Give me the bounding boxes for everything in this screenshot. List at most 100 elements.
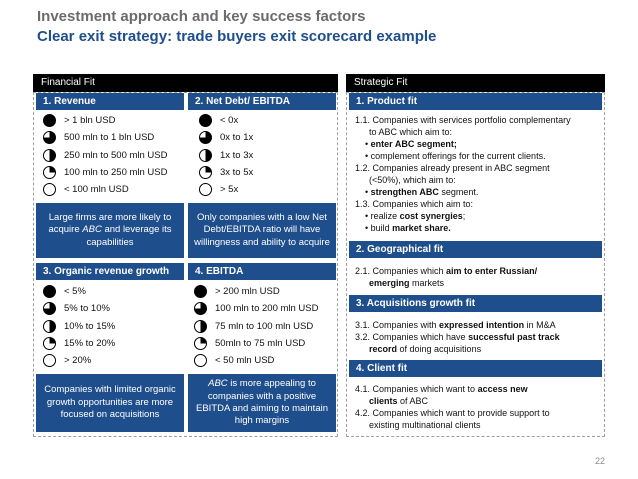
revenue-header: 1. Revenue [36,93,184,110]
acquisitions-fit-line: 3.1. Companies with expressed intention … [355,320,556,330]
net-debt-item: 1x to 3x [199,146,253,164]
product-fit-line: 1.2. Companies already present in ABC se… [355,163,550,173]
net-debt-item: < 0x [199,111,238,129]
product-fit-header: 1. Product fit [349,93,602,110]
revenue-item-label: 100 mln to 250 mln USD [64,166,168,178]
three-quarter-circle-icon [43,130,56,144]
organic-growth-item: 10% to 15% [43,317,115,335]
full-circle-icon [194,284,207,298]
net-debt-note-text: Only companies with a low Net Debt/EBITD… [194,211,330,248]
full-circle-icon [199,113,212,127]
geo-fit-text: 2.1. Companies which aim to enter Russia… [355,265,600,289]
half-circle-icon [43,319,56,333]
product-fit-line: 1.1. Companies with services portfolio c… [355,115,571,125]
ebitda-item-label: 50mln to 75 mln USD [215,337,306,349]
net-debt-header: 2. Net Debt/ EBITDA [188,93,336,110]
organic-growth-header: 3. Organic revenue growth [36,263,184,280]
product-fit-line: • enter ABC segment; [365,139,457,149]
empty-circle-icon [43,353,56,367]
geo-fit-header-label: 2. Geographical fit [356,244,444,255]
ebitda-item: > 200 mln USD [194,282,280,300]
financial-fit-label: Financial Fit [41,77,95,88]
revenue-item-label: 500 mln to 1 bln USD [64,131,155,143]
client-fit-line: existing multinational clients [369,420,481,430]
revenue-item: 250 mln to 500 mln USD [43,146,168,164]
net-debt-item: 3x to 5x [199,163,253,181]
organic-growth-item: 5% to 10% [43,299,110,317]
ebitda-item: 75 mln to 100 mln USD [194,317,313,335]
ebitda-item-label: > 200 mln USD [215,285,280,297]
revenue-header-label: 1. Revenue [43,96,96,107]
quarter-circle-icon [43,165,56,179]
product-fit-line: • complement offerings for the current c… [365,151,546,161]
quarter-circle-icon [199,165,212,179]
client-fit-line: 4.2. Companies which want to provide sup… [355,408,550,418]
client-fit-line: 4.1. Companies which want to access new [355,384,528,394]
acquisitions-fit-header-label: 3. Acquisitions growth fit [356,298,476,309]
product-fit-line: • realize cost synergies; [365,211,466,221]
ebitda-item: 50mln to 75 mln USD [194,334,305,352]
organic-growth-item-label: > 20% [64,354,92,366]
ebitda-note-text: ABC is more appealing to companies with … [195,378,328,427]
three-quarter-circle-icon [43,301,56,315]
geo-fit-line: emerging markets [369,278,445,288]
half-circle-icon [199,148,212,162]
organic-growth-item-label: < 5% [64,285,86,297]
acquisitions-fit-line: record of doing acquisitions [369,344,482,354]
full-circle-icon [43,113,56,127]
three-quarter-circle-icon [194,301,207,315]
organic-growth-note: Companies with limited organic growth op… [36,374,184,432]
revenue-item: 500 mln to 1 bln USD [43,128,154,146]
ebitda-header: 4. EBITDA [188,263,336,280]
revenue-note: Large firms are more likely to acquire A… [36,203,184,258]
revenue-item-label: 250 mln to 500 mln USD [64,149,168,161]
financial-fit-panel [33,92,338,437]
acquisitions-fit-text: 3.1. Companies with expressed intention … [355,319,600,355]
revenue-item: > 1 bln USD [43,111,116,129]
net-debt-item-label: 3x to 5x [220,166,254,178]
half-circle-icon [43,148,56,162]
half-circle-icon [194,319,207,333]
net-debt-header-label: 2. Net Debt/ EBITDA [195,96,291,107]
net-debt-note: Only companies with a low Net Debt/EBITD… [188,203,336,258]
client-fit-text: 4.1. Companies which want to access new … [355,383,600,431]
empty-circle-icon [194,353,207,367]
acquisitions-fit-header: 3. Acquisitions growth fit [349,295,602,312]
organic-growth-note-text: Companies with limited organic growth op… [44,384,176,421]
product-fit-text: 1.1. Companies with services portfolio c… [355,114,600,234]
quarter-circle-icon [194,336,207,350]
organic-growth-item: 15% to 20% [43,334,115,352]
organic-growth-item-label: 10% to 15% [64,320,116,332]
net-debt-item: 0x to 1x [199,128,253,146]
product-fit-line: (<50%), which aim to: [369,175,456,185]
organic-growth-item: < 5% [43,282,86,300]
revenue-item-label: < 100 mln USD [64,183,129,195]
ebitda-note: ABC is more appealing to companies with … [188,374,336,432]
net-debt-item-label: > 5x [220,183,239,195]
ebitda-item-label: 75 mln to 100 mln USD [215,320,314,332]
revenue-note-text: Large firms are more likely to acquire A… [48,211,172,248]
page-subtitle: Clear exit strategy: trade buyers exit s… [37,28,437,45]
ebitda-header-label: 4. EBITDA [195,266,244,277]
ebitda-item: 100 mln to 200 mln USD [194,299,319,317]
net-debt-item-label: < 0x [220,114,239,126]
strategic-fit-bar: Strategic Fit [346,74,605,92]
page-title: Investment approach and key success fact… [37,8,366,25]
empty-circle-icon [43,182,56,196]
quarter-circle-icon [43,336,56,350]
product-fit-header-label: 1. Product fit [356,96,418,107]
product-fit-line: to ABC which aim to: [369,127,453,137]
ebitda-item: < 50 mln USD [194,351,274,369]
client-fit-header-label: 4. Client fit [356,363,408,374]
strategic-fit-label: Strategic Fit [354,77,408,88]
product-fit-line: • strengthen ABC segment. [365,187,479,197]
product-fit-line: 1.3. Companies which aim to: [355,199,474,209]
client-fit-header: 4. Client fit [349,360,602,377]
ebitda-item-label: 100 mln to 200 mln USD [215,302,319,314]
empty-circle-icon [199,182,212,196]
organic-growth-item: > 20% [43,351,91,369]
organic-growth-item-label: 15% to 20% [64,337,116,349]
three-quarter-circle-icon [199,130,212,144]
revenue-item: 100 mln to 250 mln USD [43,163,168,181]
client-fit-line: clients of ABC [369,396,429,406]
